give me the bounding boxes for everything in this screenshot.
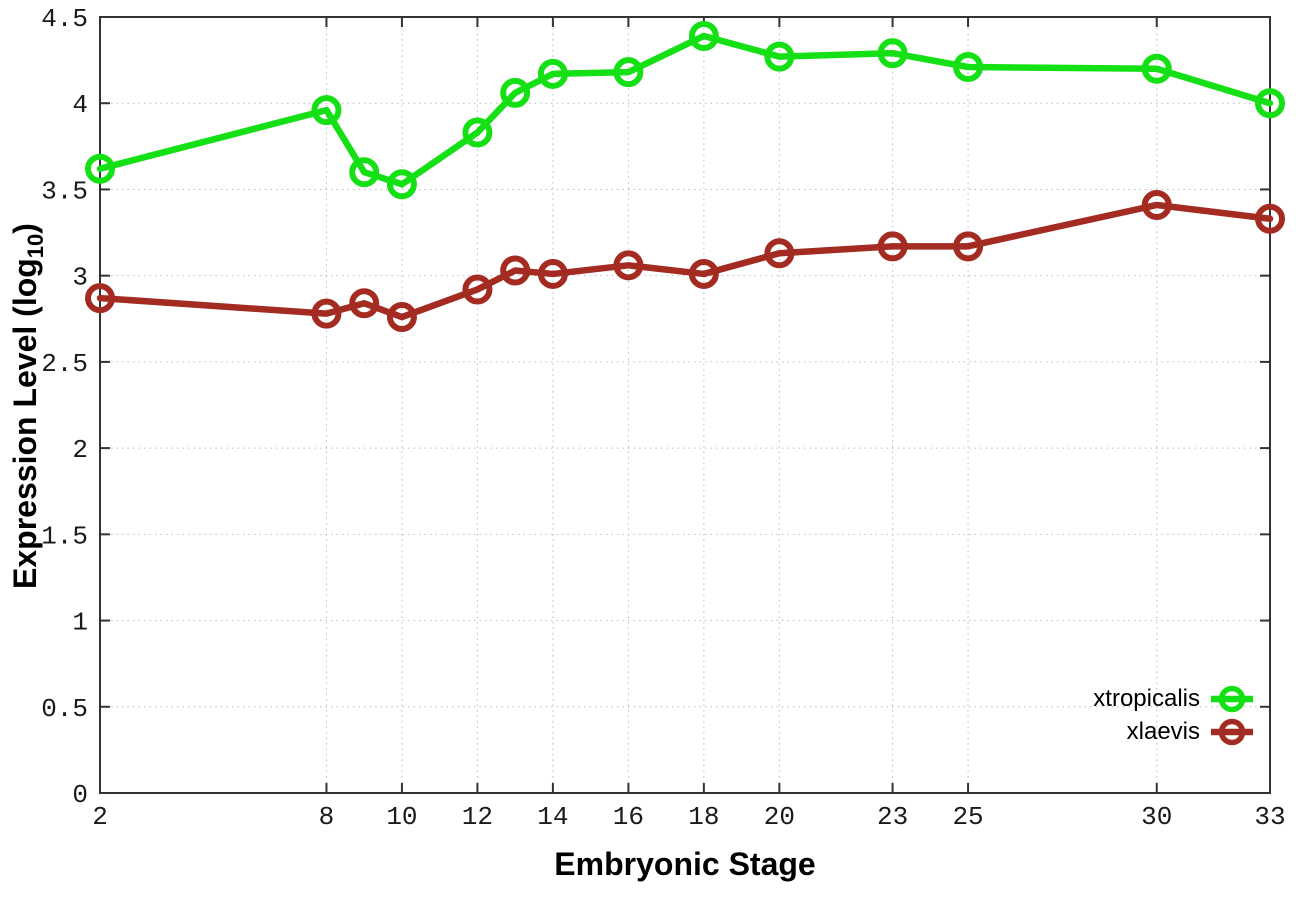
plot-border xyxy=(99,16,1271,794)
data-point-xtropicalis-stage-2 xyxy=(85,153,115,184)
legend-sample-marker-icon xyxy=(1218,718,1246,745)
data-point-xlaevis-stage-2 xyxy=(85,283,115,314)
data-point-xlaevis-stage-25 xyxy=(953,231,984,262)
data-point-xtropicalis-stage-18 xyxy=(688,20,719,51)
y-axis-title-subscript: 10 xyxy=(23,233,48,259)
legend-sample-marker-icon xyxy=(1218,685,1246,712)
x-axis-title: Embryonic Stage xyxy=(554,846,816,882)
x-tick-label: 16 xyxy=(613,802,644,832)
y-tick-label: 2.5 xyxy=(41,349,88,379)
data-point-xlaevis-stage-9 xyxy=(349,288,380,319)
y-axis-title-text: Expression Level (log xyxy=(7,258,43,589)
y-tick-label: 3.5 xyxy=(41,176,88,206)
data-point-xlaevis-stage-16 xyxy=(613,250,644,281)
x-tick-label: 8 xyxy=(319,802,335,832)
y-tick-label: 0.5 xyxy=(41,694,88,724)
y-axis-title: Expression Level (log10) xyxy=(7,106,49,706)
legend-item-xlaevis: xlaevis xyxy=(1127,715,1255,748)
data-point-xtropicalis-stage-30 xyxy=(1141,53,1172,84)
y-tick-label: 4.5 xyxy=(41,4,88,34)
x-tick-label: 20 xyxy=(764,802,795,832)
y-tick-label: 1 xyxy=(72,608,88,638)
legend-label-xtropicalis: xtropicalis xyxy=(1093,685,1200,712)
x-tick-label: 33 xyxy=(1254,802,1285,832)
x-tick-label: 23 xyxy=(877,802,908,832)
x-tick-label: 30 xyxy=(1141,802,1172,832)
data-point-xtropicalis-stage-25 xyxy=(953,52,984,83)
x-tick-label: 18 xyxy=(688,802,719,832)
data-point-xlaevis-stage-8 xyxy=(311,298,342,329)
data-point-xtropicalis-stage-16 xyxy=(613,57,644,88)
y-tick-label: 2 xyxy=(72,435,88,465)
data-point-xtropicalis-stage-8 xyxy=(311,95,342,126)
y-tick-label: 0 xyxy=(72,780,88,810)
data-point-xtropicalis-stage-13 xyxy=(500,77,531,108)
legend-label-xlaevis: xlaevis xyxy=(1126,718,1200,745)
data-point-xtropicalis-stage-12 xyxy=(462,117,493,148)
data-point-xtropicalis-stage-14 xyxy=(537,58,568,89)
data-point-xlaevis-stage-12 xyxy=(462,274,493,305)
x-tick-label: 2 xyxy=(92,802,108,832)
data-point-xlaevis-stage-23 xyxy=(877,231,908,262)
data-point-xtropicalis-stage-23 xyxy=(877,38,908,69)
legend-sample-line-icon xyxy=(1211,685,1253,712)
legend: xtropicalis xlaevis xyxy=(1093,682,1255,748)
data-point-xtropicalis-stage-10 xyxy=(386,169,417,200)
y-tick-label: 4 xyxy=(72,90,88,120)
y-tick-label: 1.5 xyxy=(41,521,88,551)
series-line-xlaevis xyxy=(96,201,1274,321)
y-tick-label: 3 xyxy=(72,263,88,293)
data-point-xlaevis-stage-30 xyxy=(1141,189,1172,220)
data-point-xlaevis-stage-20 xyxy=(764,238,795,269)
x-tick-label: 14 xyxy=(537,802,568,832)
legend-item-xtropicalis: xtropicalis xyxy=(1093,682,1255,715)
x-tick-label: 10 xyxy=(386,802,417,832)
data-point-xlaevis-stage-10 xyxy=(386,302,417,333)
series-line-xtropicalis xyxy=(96,32,1274,188)
data-point-xtropicalis-stage-20 xyxy=(764,41,795,72)
x-tick-label: 25 xyxy=(952,802,983,832)
data-point-xtropicalis-stage-9 xyxy=(349,157,380,188)
legend-sample-line-icon xyxy=(1211,718,1253,745)
data-point-xlaevis-stage-33 xyxy=(1255,203,1285,234)
data-point-xlaevis-stage-14 xyxy=(537,258,568,289)
data-point-xtropicalis-stage-33 xyxy=(1255,88,1285,119)
data-point-xlaevis-stage-13 xyxy=(500,255,531,286)
data-point-xlaevis-stage-18 xyxy=(688,258,719,289)
x-tick-label: 12 xyxy=(462,802,493,832)
y-axis-title-close: ) xyxy=(7,223,43,234)
